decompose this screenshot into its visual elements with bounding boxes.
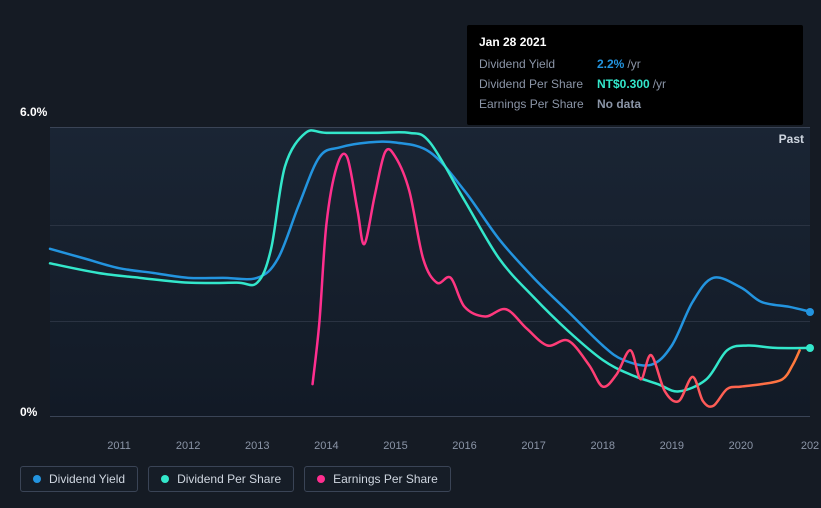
y-max-label: 6.0% — [20, 105, 47, 119]
tooltip-unit: /yr — [627, 55, 640, 73]
chart-container: 6.0% 0% Past — [20, 105, 810, 435]
tooltip-label: Dividend Yield — [479, 55, 597, 73]
series-end-dot — [806, 308, 814, 316]
series-line-0 — [50, 142, 810, 366]
tooltip-row: Earnings Per ShareNo data — [479, 95, 791, 113]
legend-item[interactable]: Dividend Per Share — [148, 466, 294, 492]
x-tick: 2011 — [107, 440, 131, 452]
x-tick: 2018 — [590, 440, 614, 452]
tooltip-label: Dividend Per Share — [479, 75, 597, 93]
legend-item[interactable]: Earnings Per Share — [304, 466, 451, 492]
tooltip-value: No data — [597, 95, 641, 113]
tooltip-row: Dividend Per ShareNT$0.300/yr — [479, 75, 791, 93]
x-tick: 2016 — [452, 440, 476, 452]
plot-area[interactable]: Past — [50, 127, 810, 417]
series-end-dot — [806, 344, 814, 352]
series-line-1 — [50, 130, 810, 391]
legend-item[interactable]: Dividend Yield — [20, 466, 138, 492]
x-tick: 2019 — [660, 440, 684, 452]
tooltip-row: Dividend Yield2.2%/yr — [479, 55, 791, 73]
legend-label: Earnings Per Share — [333, 472, 438, 486]
legend: Dividend Yield Dividend Per Share Earnings… — [20, 466, 451, 492]
x-axis: 2011 2012 2013 2014 2015 2016 2017 2018 2019 2020… — [50, 440, 810, 460]
legend-dot-icon — [317, 475, 325, 483]
x-tick: 2012 — [176, 440, 200, 452]
x-tick: 2020 — [729, 440, 753, 452]
legend-label: Dividend Yield — [49, 472, 125, 486]
tooltip: Jan 28 2021 Dividend Yield2.2%/yrDividen… — [467, 25, 803, 125]
series-lines — [50, 128, 810, 418]
tooltip-value: 2.2% — [597, 55, 624, 73]
x-tick: 2015 — [383, 440, 407, 452]
tooltip-unit: /yr — [653, 75, 666, 93]
series-line-2 — [313, 149, 800, 407]
legend-label: Dividend Per Share — [177, 472, 281, 486]
tooltip-date: Jan 28 2021 — [479, 35, 791, 49]
x-tick: 2013 — [245, 440, 269, 452]
tooltip-value: NT$0.300 — [597, 75, 650, 93]
legend-dot-icon — [33, 475, 41, 483]
y-min-label: 0% — [20, 405, 37, 419]
x-tick: 202 — [801, 440, 819, 452]
tooltip-label: Earnings Per Share — [479, 95, 597, 113]
legend-dot-icon — [161, 475, 169, 483]
x-tick: 2017 — [521, 440, 545, 452]
x-tick: 2014 — [314, 440, 338, 452]
